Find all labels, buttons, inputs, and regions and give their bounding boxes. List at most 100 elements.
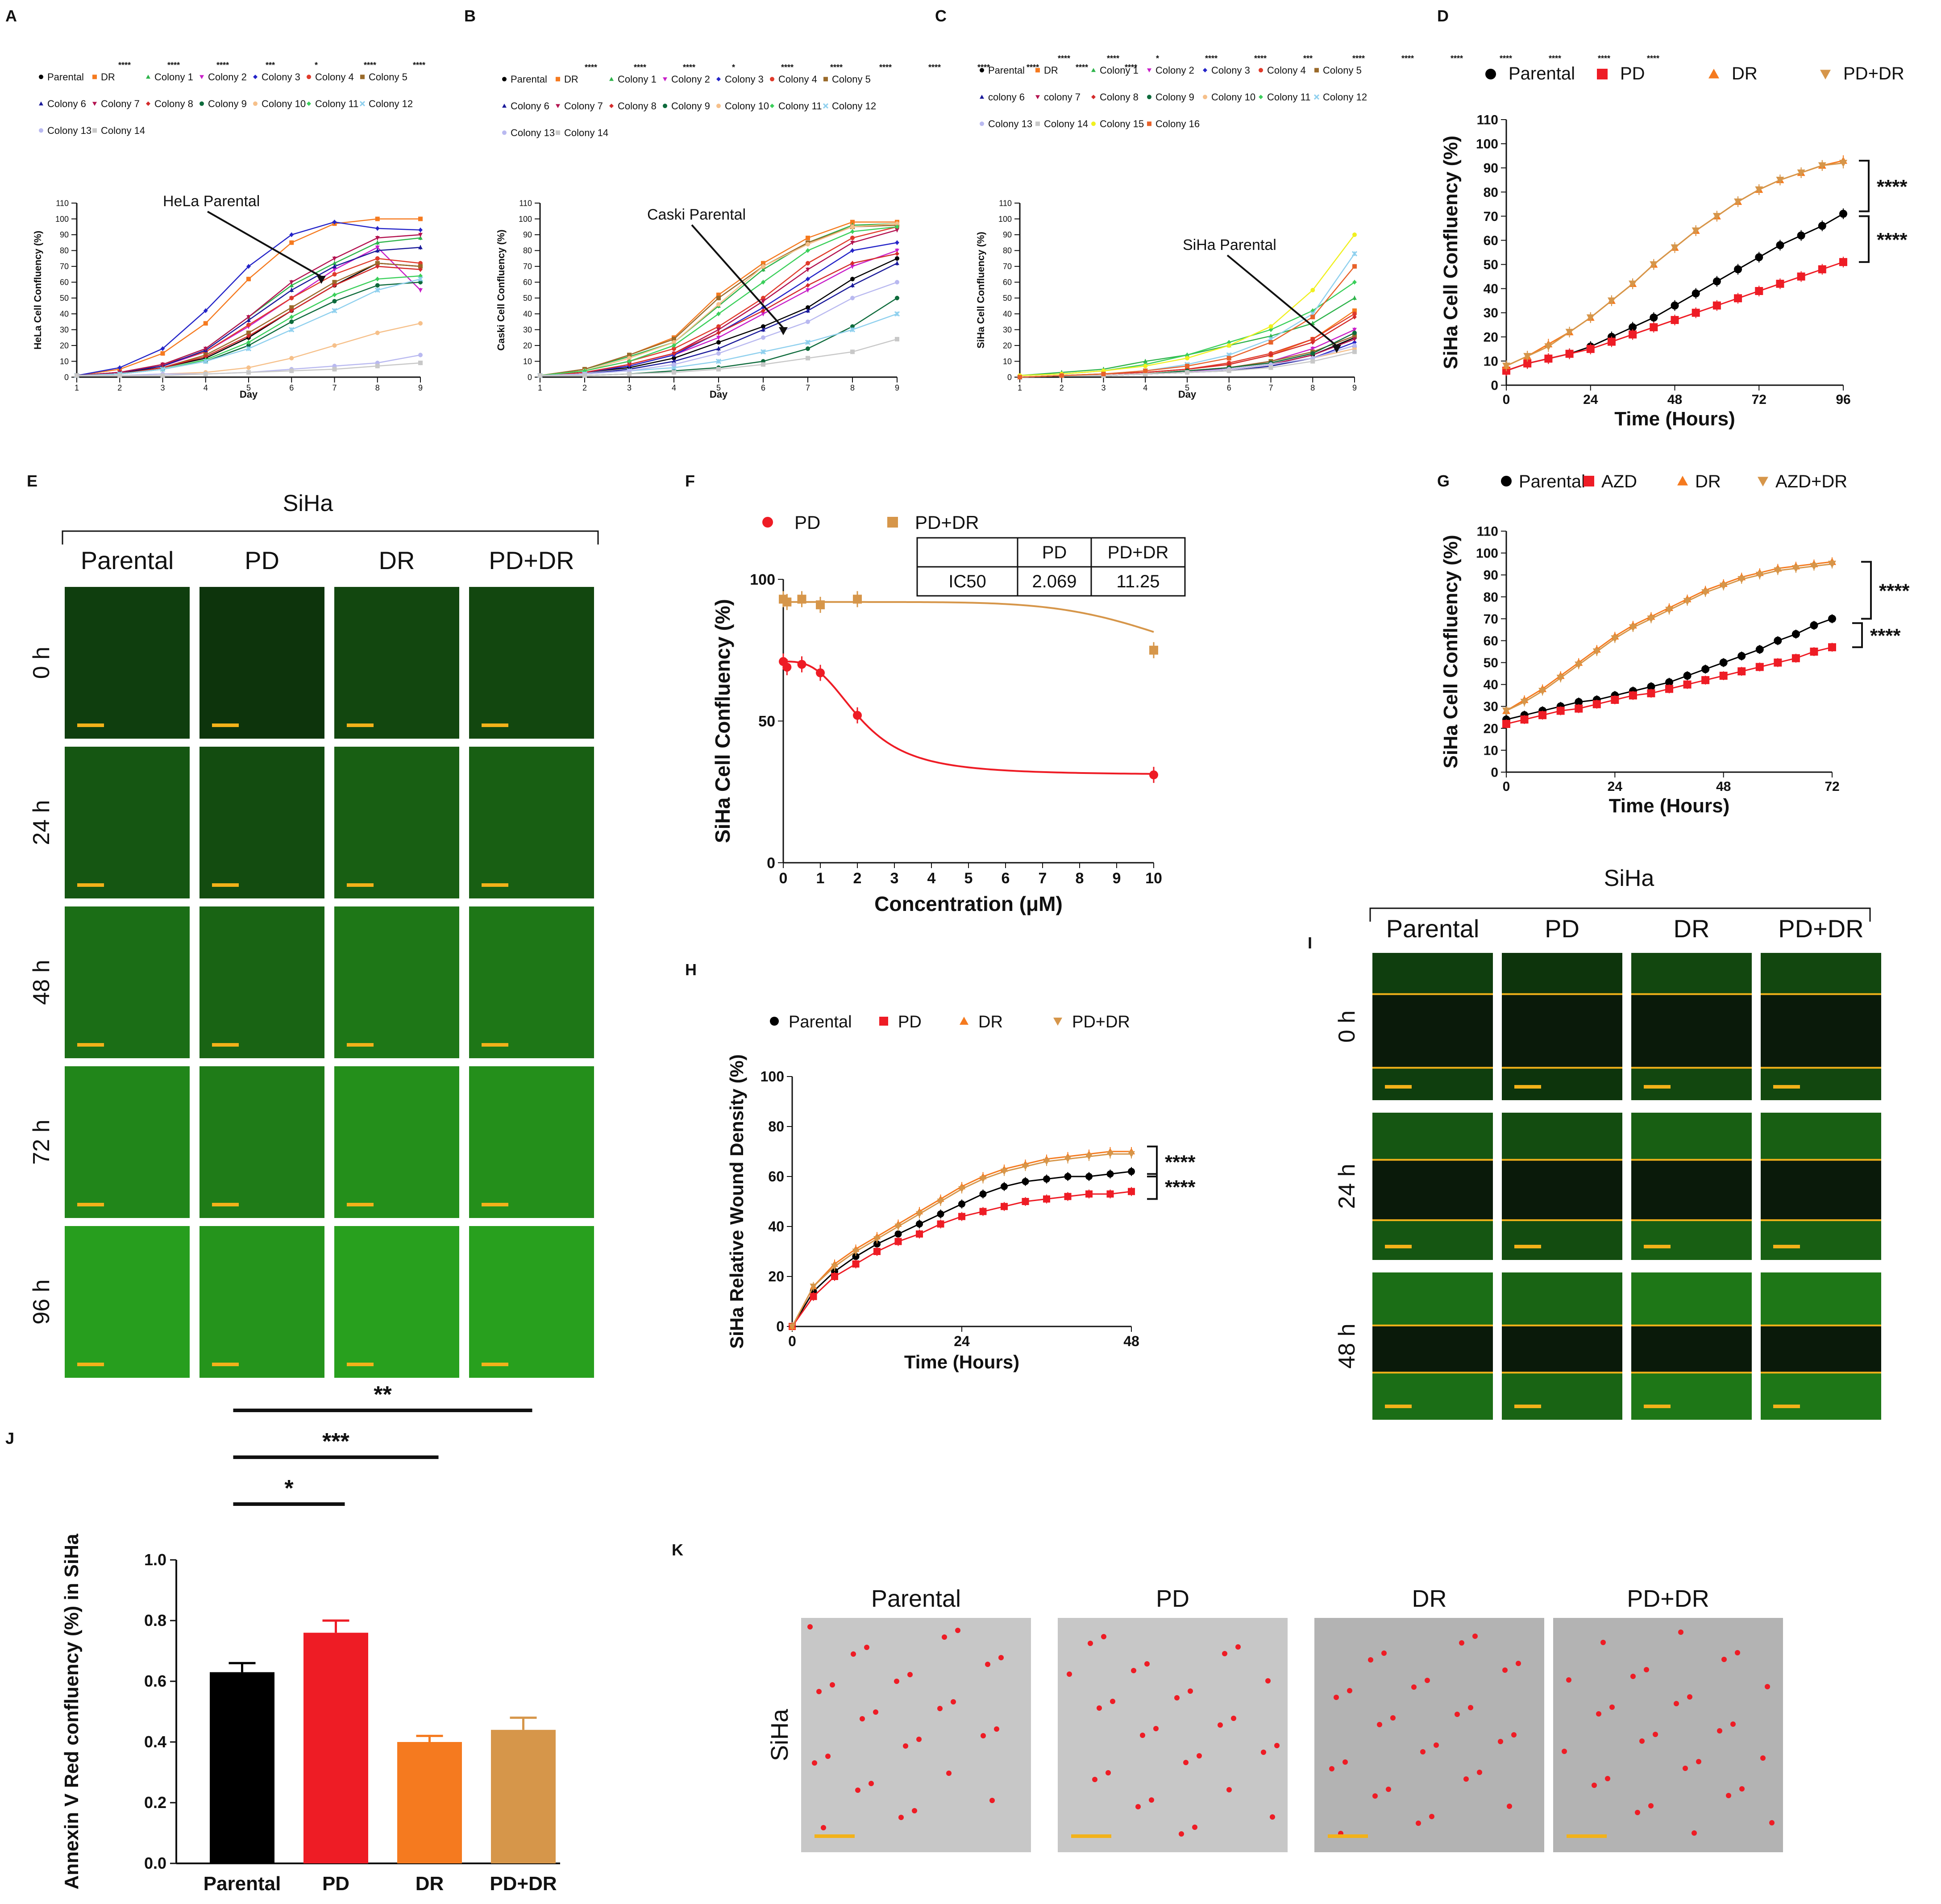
annexin-dot <box>1222 1651 1227 1656</box>
y-tick-label: 0 <box>776 1318 784 1334</box>
x-stroke <box>760 349 766 355</box>
annexin-dot <box>951 1699 956 1704</box>
significance-stars: **** <box>1165 1151 1196 1173</box>
data-point <box>332 261 337 265</box>
legend-marker <box>716 77 721 82</box>
annexin-dot <box>812 1760 817 1766</box>
annexin-dot <box>1592 1783 1597 1788</box>
panel-label-f: F <box>685 472 695 490</box>
legend-marker <box>663 77 667 82</box>
data-point <box>853 711 862 720</box>
data-point <box>1128 1151 1135 1158</box>
data-point <box>761 280 765 285</box>
data-point <box>1818 265 1826 274</box>
data-point <box>916 1211 923 1218</box>
y-tick-label: 50 <box>758 713 775 730</box>
data-point <box>375 364 380 369</box>
data-point <box>672 359 676 363</box>
scale-bar <box>1328 1834 1368 1838</box>
legend-marker <box>980 95 984 99</box>
data-point <box>1106 1190 1114 1198</box>
data-point <box>760 349 766 355</box>
annexin-dot <box>907 1672 913 1677</box>
data-point <box>1064 1173 1072 1180</box>
legend-marker <box>1485 69 1496 79</box>
data-point <box>1268 340 1273 345</box>
y-tick-label: 70 <box>523 262 532 271</box>
x-stroke <box>805 339 811 345</box>
micrograph-tile <box>200 747 324 898</box>
data-point <box>852 1253 860 1260</box>
legend-marker <box>1147 68 1151 73</box>
data-point <box>850 261 855 266</box>
annexin-dot <box>807 1624 813 1630</box>
y-tick-label: 80 <box>1484 590 1498 605</box>
x-tick-label: 4 <box>927 870 936 887</box>
legend-entry: Colony 9 <box>208 98 247 109</box>
annexin-dot <box>1434 1742 1439 1748</box>
legend-marker <box>146 75 150 79</box>
legend-marker <box>716 104 721 108</box>
significance-stars: **** <box>1205 54 1218 63</box>
y-tick-label: 100 <box>761 1068 784 1085</box>
data-point <box>1712 301 1721 310</box>
table-cell <box>916 566 1018 597</box>
y-tick-label: 40 <box>60 309 69 318</box>
data-point <box>850 349 855 354</box>
scale-bar <box>77 883 104 887</box>
y-tick-label: 30 <box>60 325 69 334</box>
data-point <box>1043 1175 1050 1183</box>
annexin-dot <box>1739 1786 1745 1792</box>
panel-label-e: E <box>27 472 37 490</box>
legend-entry: Colony 5 <box>369 71 407 83</box>
x-tick-label: 96 <box>1836 392 1850 407</box>
annexin-dot <box>1516 1661 1521 1666</box>
data-point <box>1665 678 1673 686</box>
category-label: PD+DR <box>490 1873 557 1895</box>
data-point <box>1774 567 1782 575</box>
data-point <box>1185 353 1189 358</box>
row-label: 24 h <box>1334 1164 1360 1209</box>
y-tick-label: 40 <box>1484 678 1498 692</box>
data-point <box>289 356 294 361</box>
annotation-arrow <box>1226 254 1338 347</box>
data-point <box>716 302 721 307</box>
data-point <box>672 337 676 341</box>
x-tick-label: 48 <box>1716 779 1731 794</box>
scale-bar <box>482 723 508 727</box>
data-point <box>332 343 337 348</box>
x-stroke <box>245 346 252 352</box>
x-tick-label: 72 <box>1825 779 1839 794</box>
data-point <box>332 264 337 268</box>
wound-area <box>1502 994 1622 1068</box>
micrograph-tile <box>65 747 190 898</box>
legend-entry: Colony 14 <box>101 125 145 136</box>
legend-entry: Colony 7 <box>101 98 140 109</box>
legend-entry: Colony 6 <box>511 100 549 112</box>
annexin-dot <box>1342 1759 1348 1765</box>
scale-bar <box>212 1043 239 1047</box>
data-point <box>806 288 810 292</box>
data-point <box>1310 347 1315 351</box>
significance-stars: **** <box>1877 176 1908 198</box>
data-point <box>797 660 806 669</box>
micrograph-tile <box>200 587 324 739</box>
data-point <box>1810 648 1818 656</box>
legend-entry: colony 6 <box>988 91 1025 103</box>
annexin-dot <box>903 1743 908 1749</box>
legend-entry: Parental <box>511 74 547 85</box>
data-point <box>761 324 765 329</box>
x-tick-label: 2 <box>853 870 862 887</box>
data-point <box>1611 635 1619 643</box>
data-point <box>1683 598 1692 606</box>
data-point <box>246 264 251 269</box>
data-point <box>117 373 122 378</box>
data-point <box>246 370 251 375</box>
legend-entry: PD <box>1620 64 1645 83</box>
y-tick-label: 70 <box>60 262 69 271</box>
series-line-parental <box>540 258 898 376</box>
legend-entry: Colony 1 <box>154 71 193 83</box>
data-point <box>1085 1173 1093 1180</box>
legend-marker <box>359 101 366 107</box>
